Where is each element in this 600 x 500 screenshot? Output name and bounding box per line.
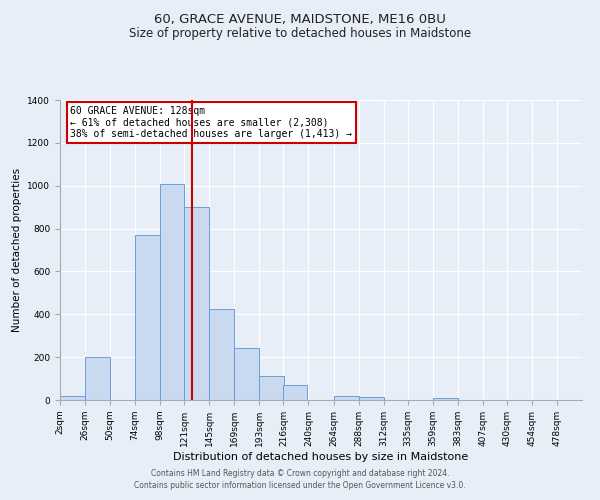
Bar	[259, 376, 284, 400]
Text: Size of property relative to detached houses in Maidstone: Size of property relative to detached ho…	[129, 28, 471, 40]
Bar	[160, 184, 184, 400]
X-axis label: Distribution of detached houses by size in Maidstone: Distribution of detached houses by size …	[173, 452, 469, 462]
Text: 60 GRACE AVENUE: 128sqm
← 61% of detached houses are smaller (2,308)
38% of semi: 60 GRACE AVENUE: 128sqm ← 61% of detache…	[70, 106, 352, 139]
Text: Contains public sector information licensed under the Open Government Licence v3: Contains public sector information licen…	[134, 481, 466, 490]
Bar	[60, 396, 85, 400]
Text: Contains HM Land Registry data © Crown copyright and database right 2024.: Contains HM Land Registry data © Crown c…	[151, 468, 449, 477]
Bar	[334, 396, 359, 400]
Bar	[184, 207, 209, 400]
Bar	[209, 309, 235, 400]
Bar	[433, 398, 458, 400]
Bar	[359, 397, 383, 400]
Text: 60, GRACE AVENUE, MAIDSTONE, ME16 0BU: 60, GRACE AVENUE, MAIDSTONE, ME16 0BU	[154, 12, 446, 26]
Bar	[283, 385, 307, 400]
Bar	[135, 235, 160, 400]
Bar	[85, 357, 110, 400]
Y-axis label: Number of detached properties: Number of detached properties	[12, 168, 22, 332]
Bar	[235, 348, 259, 400]
